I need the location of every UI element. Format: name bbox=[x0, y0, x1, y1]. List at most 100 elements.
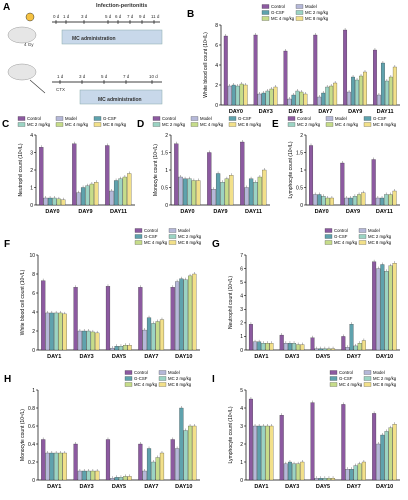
timeline-day-label: 10 d bbox=[149, 74, 158, 79]
legend-swatch bbox=[228, 122, 237, 127]
bar bbox=[384, 431, 389, 481]
bar bbox=[262, 169, 267, 206]
legend-swatch bbox=[134, 240, 143, 245]
bar bbox=[291, 94, 296, 106]
bar bbox=[341, 404, 346, 481]
legend-label: MC 2 mg/kg bbox=[373, 376, 397, 381]
y-tick-label: 2 bbox=[215, 83, 218, 89]
y-tick-label: 1 bbox=[165, 168, 168, 174]
legend-label: Control bbox=[162, 116, 176, 121]
bar bbox=[248, 178, 254, 206]
bar bbox=[211, 189, 216, 206]
bar bbox=[376, 268, 381, 351]
bar bbox=[269, 425, 274, 481]
legend-label: MC 2 mg/kg bbox=[297, 122, 321, 127]
y-axis-label: Lymphocyte count (10⁹/L) bbox=[228, 406, 234, 463]
legend-swatch bbox=[152, 116, 161, 121]
legend-label: MC 2 mg/kg bbox=[305, 10, 329, 15]
bar bbox=[175, 281, 180, 351]
bar bbox=[170, 287, 175, 351]
bar bbox=[187, 178, 192, 206]
bar bbox=[155, 457, 160, 481]
bar bbox=[352, 196, 357, 206]
bar bbox=[224, 178, 229, 206]
bar bbox=[123, 476, 128, 481]
bar bbox=[95, 470, 100, 481]
bar bbox=[114, 346, 119, 351]
legend-label: G-CSF bbox=[134, 376, 148, 381]
bar bbox=[313, 34, 318, 106]
bar bbox=[333, 82, 338, 106]
bar bbox=[345, 347, 350, 351]
x-tick-label: DAY7 bbox=[347, 484, 361, 490]
panel-e-chart: E Lymphocyte count (10⁹/L) 0 0.5 1 1.5 2 DAY0 DA… bbox=[272, 116, 400, 215]
bar bbox=[223, 35, 228, 106]
y-axis-label: Neutrophil count (10⁹/L) bbox=[18, 143, 24, 196]
bar bbox=[375, 197, 380, 206]
x-tick-label: DAY3 bbox=[259, 109, 273, 115]
bar bbox=[192, 273, 197, 351]
legend-label: G-CSF bbox=[238, 116, 252, 121]
x-tick-label: DAY10 bbox=[175, 484, 192, 490]
legend-label: MC 8 mg/kg bbox=[238, 122, 262, 127]
bar bbox=[322, 478, 327, 481]
bar bbox=[341, 336, 346, 351]
legend-swatch bbox=[287, 122, 296, 127]
cage-bottom-icon bbox=[79, 89, 163, 105]
legend-swatch bbox=[358, 240, 367, 245]
bar bbox=[77, 330, 82, 351]
bar bbox=[287, 98, 292, 106]
legend-swatch bbox=[158, 370, 167, 375]
y-tick-label: 0 bbox=[240, 478, 243, 484]
legend-swatch bbox=[190, 116, 199, 121]
bar bbox=[388, 194, 393, 206]
y-tick-label: 3 bbox=[240, 424, 243, 430]
legend-swatch bbox=[295, 16, 304, 21]
legend-label: Model bbox=[178, 228, 190, 233]
bar bbox=[174, 143, 179, 206]
bar bbox=[82, 470, 87, 481]
bar bbox=[43, 197, 48, 206]
legend-label: Model bbox=[368, 228, 380, 233]
y-tick-label: 4 bbox=[240, 294, 243, 300]
bar bbox=[269, 88, 274, 106]
bar bbox=[41, 439, 46, 481]
bar bbox=[347, 91, 351, 106]
y-tick-label: 0.5 bbox=[296, 185, 303, 191]
y-axis-label: Neutrophil count (10⁹/L) bbox=[228, 276, 234, 329]
bar bbox=[355, 79, 359, 106]
legend-swatch bbox=[124, 382, 133, 387]
bar bbox=[127, 173, 132, 206]
bar bbox=[159, 319, 165, 351]
bar bbox=[357, 194, 362, 206]
timeline-day-label: 9 d bbox=[139, 14, 146, 19]
legend-swatch bbox=[93, 116, 102, 121]
y-tick-label: 6 bbox=[240, 266, 243, 272]
bar bbox=[318, 478, 323, 481]
bar bbox=[229, 175, 234, 206]
bar bbox=[105, 286, 111, 351]
legend: Control Model G-CSF MC 2 mg/kg MC 4 mg/kg MC … bbox=[124, 370, 192, 387]
legend-swatch bbox=[329, 370, 338, 375]
y-tick-label: 4 bbox=[240, 406, 243, 412]
x-tick-label: DAY11 bbox=[245, 209, 262, 215]
bar bbox=[265, 425, 270, 481]
legend-label: Model bbox=[305, 4, 317, 9]
bar bbox=[287, 343, 292, 351]
bar bbox=[122, 176, 127, 206]
bar bbox=[310, 337, 315, 351]
legend: Control Model G-CSF MC 2 mg/kg MC 4 mg/kg MC … bbox=[261, 4, 329, 21]
y-tick-label: 0.5 bbox=[161, 185, 168, 191]
legend-swatch bbox=[55, 116, 64, 121]
bar bbox=[392, 424, 397, 481]
y-tick-label: 10 bbox=[29, 253, 35, 259]
cage-bottom-label: MC administration bbox=[98, 97, 142, 103]
legend-swatch bbox=[228, 116, 237, 121]
timeline-day-label: 7 d bbox=[123, 74, 130, 79]
bar bbox=[317, 194, 322, 206]
bar bbox=[269, 343, 274, 351]
legend-swatch bbox=[124, 376, 133, 381]
bar bbox=[105, 439, 111, 481]
bar bbox=[299, 91, 304, 106]
